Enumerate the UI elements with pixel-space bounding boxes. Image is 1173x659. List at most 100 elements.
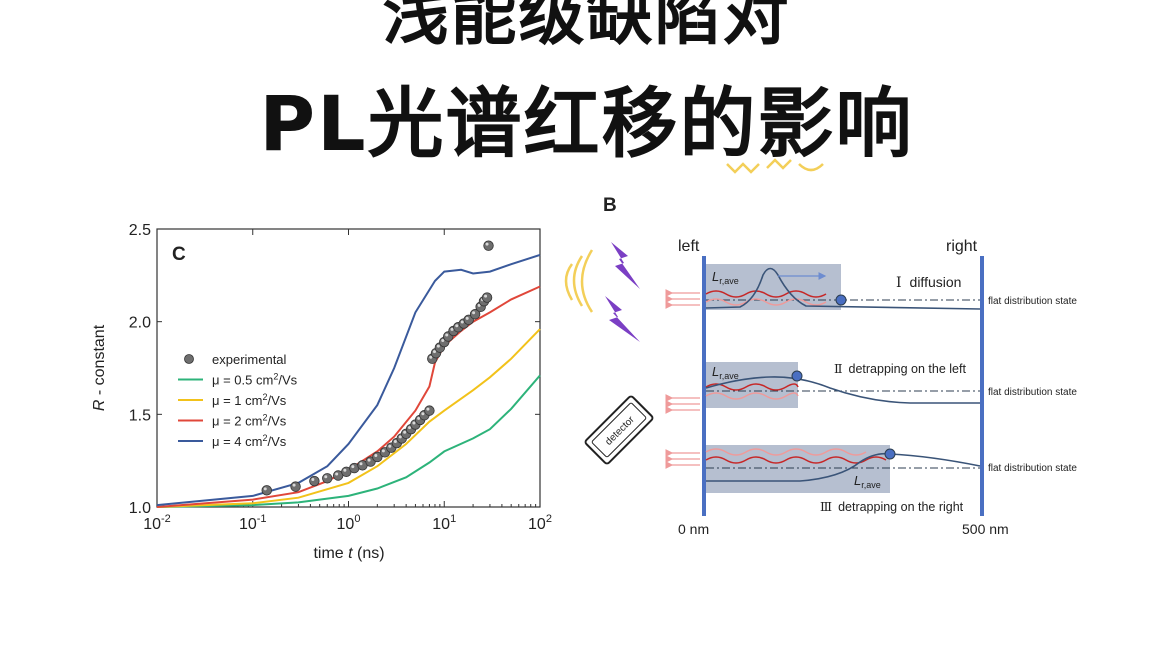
data-point-highlight bbox=[311, 478, 315, 482]
data-point-highlight bbox=[335, 472, 339, 476]
diagram-panel-label: B bbox=[603, 195, 617, 216]
series-line-mu05 bbox=[156, 374, 541, 508]
data-point-highlight bbox=[393, 440, 397, 444]
headline-line-1: 浅能级缺陷对 bbox=[382, 0, 791, 54]
x-tick-label: 102 bbox=[528, 513, 552, 533]
lr-label-1: Lr,ave bbox=[712, 269, 739, 286]
lightning-icon bbox=[605, 242, 640, 342]
data-point-highlight bbox=[472, 311, 476, 315]
series-line-mu2 bbox=[156, 285, 541, 508]
series-line-mu1 bbox=[156, 328, 541, 508]
wave-2-dark bbox=[705, 383, 799, 391]
data-point-highlight bbox=[398, 435, 402, 439]
y-tick-label: 2.5 bbox=[129, 222, 151, 239]
data-point-highlight bbox=[426, 407, 430, 411]
x-axis-label: time t (ns) bbox=[313, 545, 384, 562]
flat-state-label-3: flat distribution state bbox=[988, 463, 1077, 474]
lr-label-3: Lr,ave bbox=[854, 473, 881, 490]
carrier-dot-2 bbox=[791, 370, 803, 382]
data-point-highlight bbox=[408, 426, 412, 430]
carrier-curve-3 bbox=[706, 452, 981, 482]
recombination-box-3 bbox=[706, 445, 890, 493]
right-label: right bbox=[946, 238, 978, 255]
legend-label-experimental: experimental bbox=[212, 352, 287, 367]
carrier-dot-3 bbox=[884, 448, 896, 460]
y-axis-ticks: 1.0 1.5 2.0 2.5 bbox=[129, 222, 540, 517]
left-axis-label: 0 nm bbox=[678, 521, 709, 537]
x-tick-label: 101 bbox=[432, 513, 456, 533]
wave-3-dark bbox=[705, 456, 887, 464]
wave-2-light bbox=[705, 392, 799, 400]
data-point-highlight bbox=[432, 350, 436, 354]
left-label: left bbox=[678, 238, 700, 255]
chart-legend: experimental μ = 0.5 cm2/Vs μ = 1 cm2/Vs μ … bbox=[178, 352, 298, 449]
x-tick-label: 100 bbox=[337, 513, 361, 533]
data-point-highlight bbox=[263, 487, 267, 491]
carrier-dot-1 bbox=[835, 294, 847, 306]
lr-label-2: Lr,ave bbox=[712, 364, 739, 381]
data-point-highlight bbox=[484, 294, 488, 298]
data-point-highlight bbox=[460, 320, 464, 324]
data-point-highlight bbox=[429, 355, 433, 359]
y-axis-label: R - constant bbox=[91, 324, 108, 411]
series-layer bbox=[156, 240, 541, 508]
data-point-highlight bbox=[412, 421, 416, 425]
data-point-highlight bbox=[445, 333, 449, 337]
data-point-highlight bbox=[403, 430, 407, 434]
data-point-highlight bbox=[324, 475, 328, 479]
data-point-highlight bbox=[381, 449, 385, 453]
data-point-highlight bbox=[417, 416, 421, 420]
emission-signal-icon bbox=[564, 158, 824, 313]
data-point-highlight bbox=[485, 242, 489, 246]
legend-label-mu05: μ = 0.5 cm2/Vs bbox=[212, 372, 298, 388]
data-point-highlight bbox=[388, 444, 392, 448]
x-tick-label: 10-1 bbox=[239, 513, 267, 533]
emission-arrows-3 bbox=[665, 449, 700, 469]
emission-arrows-2 bbox=[665, 394, 700, 414]
recombination-box-1 bbox=[706, 264, 841, 310]
chart-panel-label: C bbox=[172, 244, 186, 265]
legend-label-mu2: μ = 2 cm2/Vs bbox=[212, 413, 287, 429]
y-tick-label: 1.0 bbox=[129, 500, 151, 517]
data-point-highlight bbox=[292, 483, 296, 487]
left-wall bbox=[702, 256, 706, 516]
data-point-highlight bbox=[436, 344, 440, 348]
flat-state-label-1: flat distribution state bbox=[988, 296, 1077, 307]
data-point-highlight bbox=[374, 453, 378, 457]
data-point-highlight bbox=[421, 412, 425, 416]
series-line-mu4 bbox=[156, 253, 541, 507]
data-point-highlight bbox=[359, 462, 363, 466]
wave-1-light bbox=[705, 298, 827, 306]
y-tick-label: 1.5 bbox=[129, 407, 151, 424]
wave-3-light bbox=[705, 448, 867, 456]
legend-label-mu4: μ = 4 cm2/Vs bbox=[212, 433, 287, 449]
data-point-highlight bbox=[441, 339, 445, 343]
data-point-highlight bbox=[465, 316, 469, 320]
flat-state-label-2: flat distribution state bbox=[988, 387, 1077, 398]
legend-label-mu1: μ = 1 cm2/Vs bbox=[212, 392, 287, 408]
carrier-curve-2 bbox=[705, 376, 980, 404]
legend-marker-experimental bbox=[184, 354, 194, 364]
data-point-highlight bbox=[351, 465, 355, 469]
wave-1-dark bbox=[705, 290, 827, 298]
headline-line-2: PL光谱红移的影响 bbox=[259, 79, 914, 168]
data-point-highlight bbox=[367, 458, 371, 462]
data-point-highlight bbox=[450, 327, 454, 331]
x-axis-ticks: 10-2 10-1 100 101 102 bbox=[143, 229, 552, 533]
right-wall bbox=[980, 256, 984, 516]
detector-icon: detector bbox=[584, 395, 654, 465]
carrier-curve-1 bbox=[705, 267, 981, 310]
data-point-highlight bbox=[343, 468, 347, 472]
right-axis-label: 500 nm bbox=[962, 521, 1009, 537]
data-point-highlight bbox=[477, 303, 481, 307]
y-tick-label: 2.0 bbox=[129, 315, 151, 332]
x-tick-label: 10-2 bbox=[143, 513, 171, 533]
emission-arrows-1 bbox=[665, 289, 700, 309]
